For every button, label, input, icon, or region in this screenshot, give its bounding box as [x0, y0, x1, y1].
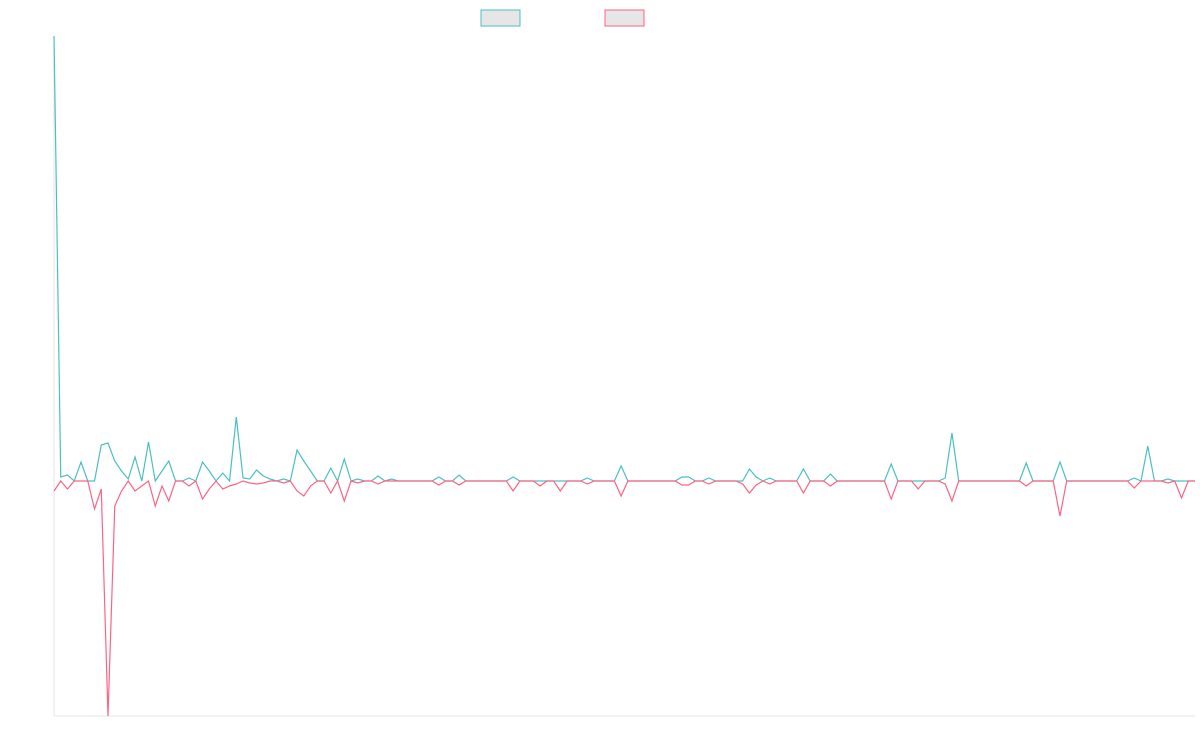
legend-swatch: [604, 9, 645, 27]
series-line: [53, 479, 1195, 717]
series-line: [53, 35, 1195, 483]
legend-swatch: [480, 9, 521, 27]
